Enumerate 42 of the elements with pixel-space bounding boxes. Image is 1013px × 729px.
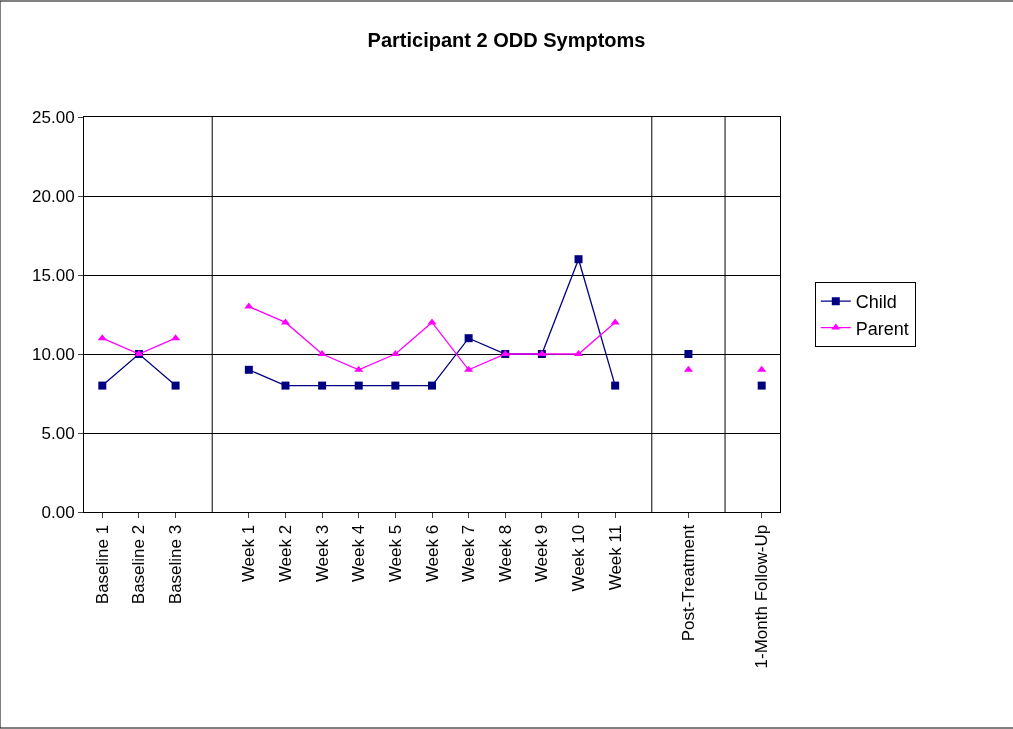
point <box>757 365 767 372</box>
x-tick-label: Week 4 <box>349 524 369 583</box>
legend-label: Parent <box>855 318 909 339</box>
x-tick-label: Week 1 <box>239 524 259 583</box>
x-tick-label: Week 11 <box>605 524 625 591</box>
y-tick-label: 25.00 <box>32 107 75 127</box>
point <box>318 381 327 390</box>
point <box>428 381 436 390</box>
x-tick-label: Week 10 <box>569 524 589 592</box>
x-tick-label: Post-Treatment <box>678 524 698 642</box>
point <box>464 334 473 343</box>
point <box>757 381 766 390</box>
chart-title: Participant 2 ODD Symptoms <box>367 29 646 52</box>
y-tick-label: 10.00 <box>32 344 75 364</box>
point <box>97 334 107 341</box>
y-tick-label: 0.00 <box>41 502 75 522</box>
point <box>244 365 253 374</box>
y-tick-label: 15.00 <box>32 265 75 285</box>
y-tick-label: 5.00 <box>41 423 75 443</box>
x-tick-label: Week 8 <box>495 524 515 583</box>
x-tick-label: Baseline 1 <box>92 524 112 605</box>
point <box>574 255 583 264</box>
point <box>98 381 107 390</box>
x-tick-label: Week 3 <box>312 524 332 583</box>
point <box>354 365 364 372</box>
point <box>464 365 474 372</box>
x-tick-label: Week 2 <box>275 524 295 583</box>
point <box>171 381 180 390</box>
x-tick-label: Baseline 3 <box>166 524 186 605</box>
point <box>281 381 290 390</box>
y-tick-label: 20.00 <box>32 186 75 206</box>
point <box>391 381 400 390</box>
x-tick-label: 1-Month Follow-Up <box>752 524 772 669</box>
x-tick-label: Week 6 <box>422 524 442 583</box>
point <box>354 381 363 390</box>
x-tick-label: Week 7 <box>459 524 479 583</box>
legend-label: Child <box>855 292 897 313</box>
point <box>611 381 620 390</box>
x-tick-label: Week 5 <box>385 524 405 583</box>
x-tick-label: Baseline 2 <box>129 524 149 605</box>
point <box>244 302 254 309</box>
x-tick-label: Week 9 <box>532 524 552 583</box>
